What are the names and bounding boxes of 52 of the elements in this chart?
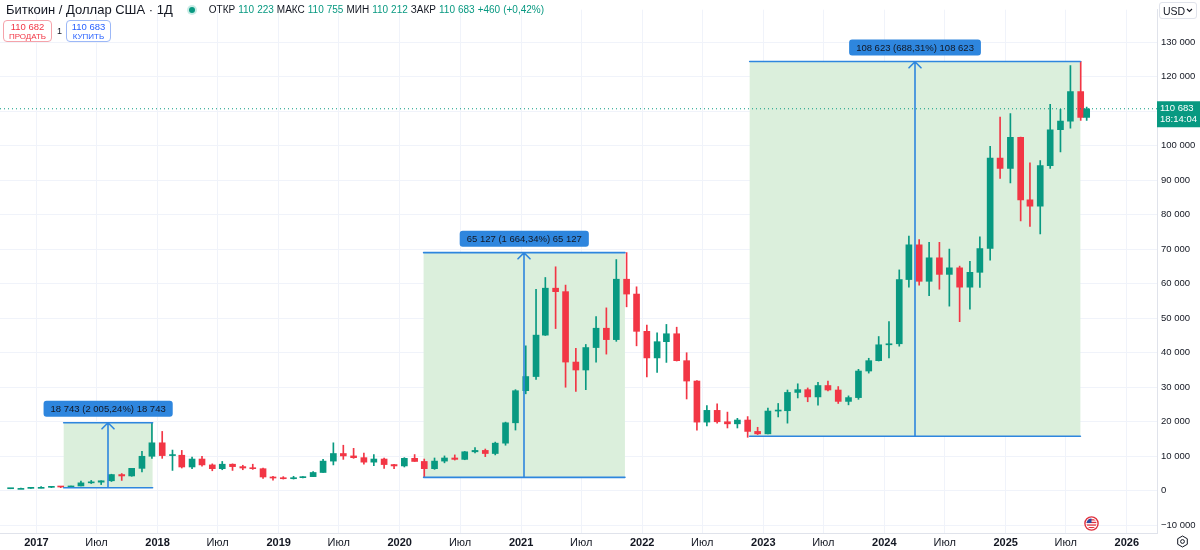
x-tick-label: 2022 — [629, 535, 655, 548]
y-tick-label: 130 000 — [1161, 35, 1196, 47]
y-tick-label: 20 000 — [1161, 415, 1191, 427]
y-tick-label: 10 000 — [1161, 449, 1191, 461]
x-tick-label: 2025 — [993, 535, 1018, 548]
x-tick-label: Июл — [812, 535, 835, 548]
candlestick — [885, 321, 893, 359]
y-tick-label: 90 000 — [1161, 173, 1191, 185]
x-tick-label: Июл — [691, 535, 714, 548]
y-tick-label: 120 000 — [1161, 70, 1196, 82]
band-label: 18 743 (2 005,24%) 18 743 — [50, 402, 166, 414]
y-tick-label: 30 000 — [1161, 380, 1191, 392]
candlestick — [339, 444, 347, 460]
x-tick-label: Июл — [85, 535, 108, 548]
y-tick-label: 0 — [1161, 484, 1167, 496]
candlestick — [118, 473, 126, 481]
x-tick-label: 2026 — [1114, 535, 1140, 548]
currency-dropdown: USD — [1159, 2, 1197, 19]
x-tick-label: 2019 — [266, 535, 291, 548]
y-tick-label: 80 000 — [1161, 208, 1191, 220]
annotation: 1 — [57, 26, 63, 36]
x-tick-label: Июл — [933, 535, 956, 548]
x-tick-label: Июл — [1054, 535, 1077, 548]
x-tick-label: 2021 — [508, 535, 534, 548]
x-tick-label: 2024 — [872, 535, 898, 548]
band-label: 65 127 (1 664,34%) 65 127 — [466, 232, 582, 244]
text: ОТКР 110 223 МАКС 110 755 МИН 110 212 ЗАКР 110 683 +460 (+0,42%) — [208, 4, 545, 15]
x-tick-label: Июл — [206, 535, 229, 548]
x-tick-label: 2018 — [145, 535, 170, 548]
sell-button: 110 682 ПРОДАТЬ — [3, 20, 52, 42]
x-tick-label: 2023 — [751, 535, 776, 548]
chart-title: Биткоин / Доллар США · 1Д — [6, 1, 173, 18]
x-tick-label: 2020 — [387, 535, 412, 548]
y-tick-label: 70 000 — [1161, 242, 1191, 254]
x-tick-label: Июл — [569, 535, 593, 548]
x-tick-label: 2017 — [24, 535, 49, 548]
candlestick — [996, 116, 1004, 179]
annotation: ПРОДАТЬ — [7, 32, 48, 41]
y-tick-label: 40 000 — [1161, 346, 1191, 358]
band-label: 108 623 (688,31%) 108 623 — [856, 41, 974, 53]
ref-line-label: 110 683 18:14:04 — [1160, 102, 1197, 125]
y-tick-label: 50 000 — [1161, 311, 1191, 323]
y-tick-label: 100 000 — [1161, 139, 1196, 151]
y-axis-title: USD — [1163, 4, 1186, 17]
y-tick-label: −10 000 — [1161, 518, 1196, 530]
x-tick-label: Июл — [448, 535, 472, 548]
annotation: 110 683 — [70, 21, 107, 32]
y-tick-label: 60 000 — [1161, 277, 1191, 289]
annotation: КУПИТЬ — [71, 32, 106, 41]
x-tick-label: Июл — [327, 535, 350, 548]
buy-button: 110 683 КУПИТЬ — [66, 20, 111, 42]
annotation: 110 682 — [9, 21, 46, 32]
